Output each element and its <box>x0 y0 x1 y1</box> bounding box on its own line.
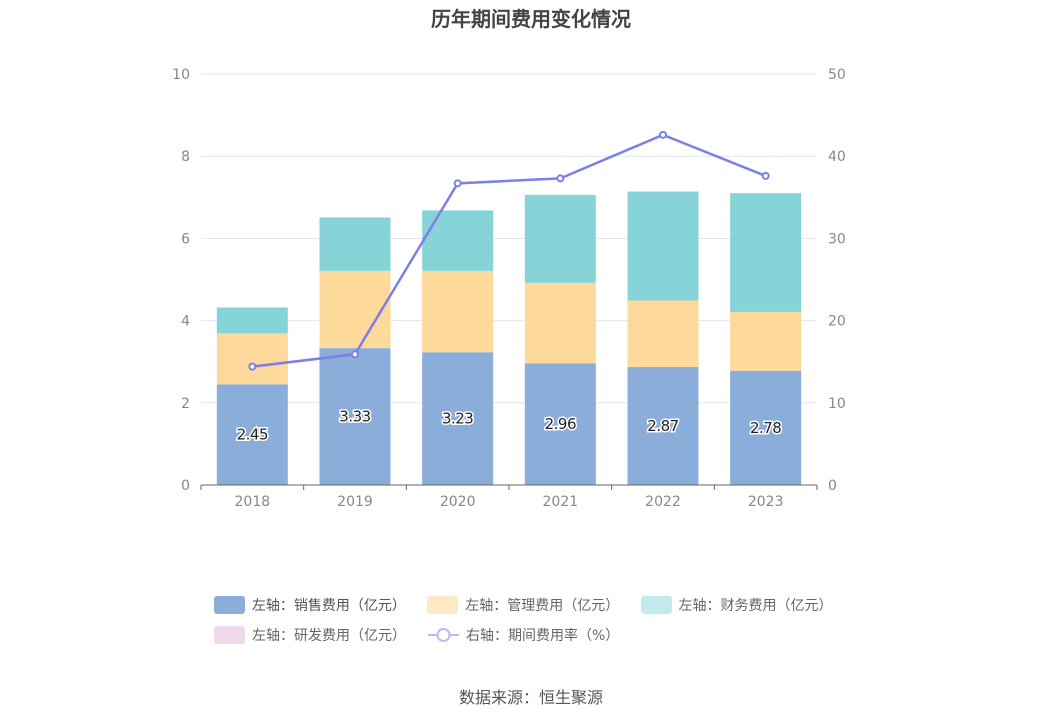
y-left-tick-label: 8 <box>181 149 190 165</box>
y-right-tick-label: 20 <box>828 314 846 330</box>
y-right-tick-label: 0 <box>828 478 837 494</box>
y-left-tick-label: 2 <box>181 396 190 412</box>
bar-data-label: 3.33 <box>339 408 370 426</box>
bar-data-label: 2.78 <box>750 419 781 437</box>
legend-item-rd[interactable]: 左轴：研发费用（亿元） <box>214 625 406 645</box>
bar-segment-admin <box>422 270 494 353</box>
legend-label-finance: 左轴：财务费用（亿元） <box>678 598 833 614</box>
y-left-tick-label: 0 <box>181 478 190 494</box>
legend-swatch-rate <box>428 626 459 644</box>
y-right-tick-label: 10 <box>828 396 846 412</box>
legend-item-finance[interactable]: 左轴：财务费用（亿元） <box>640 595 833 615</box>
bar-segment-admin <box>627 300 699 368</box>
y-right-tick-label: 50 <box>828 67 846 83</box>
bar-segment-admin <box>319 270 391 349</box>
x-tick-label: 2021 <box>543 494 579 510</box>
bar-segment-sales <box>422 352 494 485</box>
rate-line <box>252 133 767 368</box>
bar-segment-admin <box>524 282 596 364</box>
bar-data-label: 2.45 <box>237 426 268 444</box>
y-right-tick-label: 30 <box>828 231 846 247</box>
bar-segment-finance <box>730 193 802 312</box>
bar-segment-sales <box>216 384 288 485</box>
rate-point <box>453 179 462 188</box>
legend-swatch-sales <box>214 596 245 614</box>
x-tick-label: 2018 <box>235 494 271 510</box>
legend-swatch-admin <box>427 596 459 614</box>
bar-segment-finance <box>319 217 391 271</box>
bar-segment-sales <box>730 370 802 485</box>
chart-plot: 0 2 4 6 8 10 0 10 20 30 40 50 2.45 3.33 3.23 2.96 2.87 2.… <box>172 67 846 510</box>
bar-data-label: 2.96 <box>545 415 576 433</box>
bar-segment-sales <box>319 348 391 485</box>
bar-segment-admin <box>730 311 802 371</box>
legend-item-sales[interactable]: 左轴：销售费用（亿元） <box>214 595 406 615</box>
y-left-tick-label: 10 <box>172 67 190 83</box>
x-tick-label: 2022 <box>645 494 681 510</box>
rate-point <box>556 174 565 183</box>
bar-data-label: 2.87 <box>647 417 678 435</box>
rate-point <box>761 171 770 180</box>
legend-swatch-finance <box>640 596 672 614</box>
legend-label-admin: 左轴：管理费用（亿元） <box>465 598 620 614</box>
rate-point <box>659 130 667 139</box>
legend-label-rate: 右轴：期间费用率（%） <box>466 628 620 644</box>
bar-segment-sales <box>524 363 596 485</box>
legend: 左轴：销售费用（亿元） 左轴：管理费用（亿元） 左轴：财务费用（亿元） 左轴：研… <box>214 590 854 650</box>
bar-segment-finance <box>524 194 596 283</box>
bar-segment-admin <box>216 333 288 385</box>
rate-point <box>351 350 359 359</box>
rate-point <box>248 362 257 371</box>
y-right-tick-label: 40 <box>828 149 846 165</box>
x-tick-label: 2023 <box>748 494 784 510</box>
legend-swatch-rd <box>214 626 245 644</box>
legend-item-admin[interactable]: 左轴：管理费用（亿元） <box>427 595 620 615</box>
x-tick-label: 2019 <box>337 494 373 510</box>
legend-label-rd: 左轴：研发费用（亿元） <box>252 628 406 644</box>
bar-segment-finance <box>422 210 494 271</box>
y-left-tick-label: 6 <box>181 231 190 247</box>
legend-item-rate[interactable]: 右轴：期间费用率（%） <box>428 625 619 645</box>
bar-segment-finance <box>216 307 288 334</box>
bar-segment-sales <box>627 367 699 485</box>
bar-segment-finance <box>627 191 699 301</box>
chart-title: 历年期间费用变化情况 <box>431 7 631 31</box>
x-tick-label: 2020 <box>440 494 476 510</box>
y-left-tick-label: 4 <box>181 314 190 330</box>
legend-label-sales: 左轴：销售费用（亿元） <box>251 598 406 614</box>
data-source: 数据来源：恒生聚源 <box>458 688 603 707</box>
bar-data-label: 3.23 <box>442 410 473 428</box>
